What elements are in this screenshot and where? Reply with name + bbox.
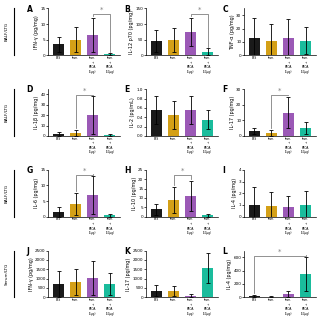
Bar <box>300 274 311 297</box>
Text: G: G <box>27 166 33 175</box>
Y-axis label: IFN-γ (pg/mg): IFN-γ (pg/mg) <box>28 257 34 291</box>
Text: BALF/LTG: BALF/LTG <box>5 103 9 122</box>
Bar <box>70 133 81 136</box>
Bar <box>151 110 162 136</box>
Bar <box>185 32 196 55</box>
Bar <box>185 296 196 297</box>
Text: E: E <box>124 85 130 94</box>
Bar <box>151 41 162 55</box>
Y-axis label: IFN-γ (pg/mg): IFN-γ (pg/mg) <box>34 15 39 49</box>
Y-axis label: IL-10 (pg/mg): IL-10 (pg/mg) <box>132 177 137 210</box>
Bar <box>283 207 294 217</box>
Bar <box>151 291 162 297</box>
Y-axis label: IL-2 (pg/mL): IL-2 (pg/mL) <box>131 98 135 127</box>
Bar <box>249 296 260 297</box>
Y-axis label: IL-12 p70 (pg/mg): IL-12 p70 (pg/mg) <box>129 10 134 54</box>
Text: *: * <box>278 87 282 93</box>
Text: K: K <box>124 247 131 256</box>
Bar <box>104 215 116 217</box>
Bar <box>300 205 311 217</box>
Text: J: J <box>27 247 30 256</box>
Bar <box>202 215 213 217</box>
Text: D: D <box>27 85 33 94</box>
Y-axis label: IL-4 (pg/mg): IL-4 (pg/mg) <box>227 259 232 289</box>
Text: A: A <box>27 5 33 14</box>
Bar <box>202 268 213 297</box>
Bar <box>266 206 277 217</box>
Y-axis label: IL-6 (pg/mg): IL-6 (pg/mg) <box>34 178 39 208</box>
Bar <box>87 195 98 217</box>
Bar <box>70 282 81 297</box>
Text: *: * <box>83 87 86 93</box>
Y-axis label: IL-17 (pg/mg): IL-17 (pg/mg) <box>229 96 235 129</box>
Bar <box>168 200 179 217</box>
Text: *: * <box>197 7 201 13</box>
Bar <box>249 38 260 55</box>
Bar <box>151 209 162 217</box>
Bar <box>202 120 213 136</box>
Bar <box>87 278 98 297</box>
Bar <box>283 38 294 55</box>
Text: I: I <box>222 166 225 175</box>
Bar <box>185 110 196 136</box>
Bar <box>104 135 116 136</box>
Y-axis label: IL-17 (pg/mg): IL-17 (pg/mg) <box>126 257 132 291</box>
Bar <box>104 284 116 297</box>
Bar <box>53 44 64 55</box>
Bar <box>185 196 196 217</box>
Text: BALF/LTG: BALF/LTG <box>5 184 9 203</box>
Bar <box>168 115 179 136</box>
Text: *: * <box>180 168 184 174</box>
Bar <box>104 54 116 55</box>
Bar <box>70 40 81 55</box>
Bar <box>87 35 98 55</box>
Bar <box>53 212 64 217</box>
Bar <box>53 134 64 136</box>
Bar <box>202 52 213 55</box>
Bar <box>283 113 294 136</box>
Bar <box>266 133 277 136</box>
Text: *: * <box>278 249 282 255</box>
Bar <box>249 131 260 136</box>
Text: H: H <box>124 166 131 175</box>
Y-axis label: IL-4 (pg/mg): IL-4 (pg/mg) <box>232 178 237 208</box>
Text: F: F <box>222 85 228 94</box>
Bar <box>300 41 311 55</box>
Y-axis label: IL-1β (pg/mg): IL-1β (pg/mg) <box>34 96 39 129</box>
Y-axis label: TNF-α (pg/mg): TNF-α (pg/mg) <box>229 14 235 50</box>
Bar <box>283 294 294 297</box>
Bar <box>168 40 179 55</box>
Bar <box>70 204 81 217</box>
Text: L: L <box>222 247 227 256</box>
Bar <box>249 205 260 217</box>
Bar <box>300 128 311 136</box>
Bar <box>53 284 64 297</box>
Text: *: * <box>100 7 103 13</box>
Bar <box>266 41 277 55</box>
Text: *: * <box>83 168 86 174</box>
Text: C: C <box>222 5 228 14</box>
Text: Serum/LTG: Serum/LTG <box>5 263 9 285</box>
Text: BALF/LTG: BALF/LTG <box>5 22 9 41</box>
Bar <box>87 115 98 136</box>
Bar <box>168 291 179 297</box>
Text: B: B <box>124 5 130 14</box>
